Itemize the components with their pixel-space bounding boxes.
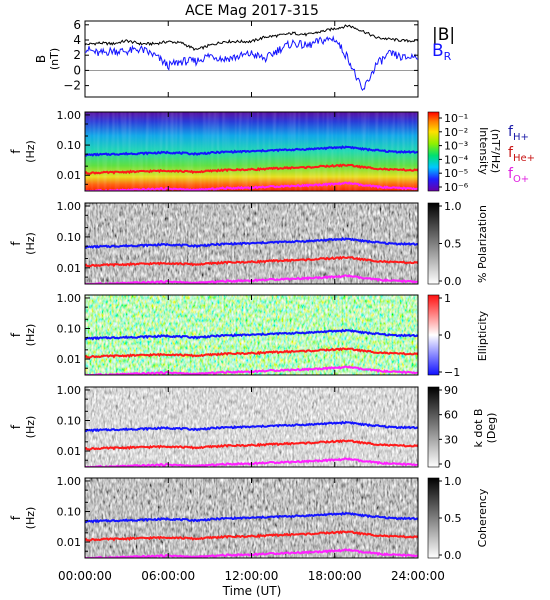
series-line-b-magnitude <box>85 24 418 52</box>
ylabel-f: f <box>9 241 23 246</box>
legend-b-radial: BR <box>432 41 452 63</box>
panel-wave-normal: 1.00 0.10 0.01 90 60 30 0 k dot B (Deg) <box>57 384 499 471</box>
colorbar-tick-label: 0.0 <box>444 275 462 288</box>
colorbar-tick-label: 90 <box>444 384 458 397</box>
colorbar-tick-label: 10⁻² <box>444 126 468 139</box>
colorbar-tick-label: 0.5 <box>444 238 462 251</box>
colorbar-label-coherency: Coherency <box>476 488 489 547</box>
ylabel-b: B <box>34 55 48 63</box>
ytick-label: 1.00 <box>57 200 82 213</box>
colorbar-tick-label: 30 <box>444 433 458 446</box>
ytick-label: 0.10 <box>57 231 82 244</box>
ytick-label: 1.00 <box>57 292 82 305</box>
yunit-hz: (Hz) <box>24 416 37 439</box>
ylabel-f: f <box>9 332 23 337</box>
colorbar-tick-label: 0 <box>444 458 451 471</box>
colorbar-label-kdotb: k dot B <box>472 409 485 448</box>
colorbar-label-polarization: % Polarization <box>476 205 489 283</box>
gyrofreq-h-line <box>85 511 418 524</box>
ytick-label: 1.00 <box>57 109 82 122</box>
ytick-label: 0.01 <box>57 262 82 275</box>
ylabel-f: f <box>9 424 23 429</box>
colorbar-unit-kdotb: (Deg) <box>485 413 498 444</box>
colorbar-tick-label: 10⁻⁶ <box>444 181 469 194</box>
colorbar-label-ellipticity: Ellipticity <box>476 310 489 361</box>
xtick-label: 06:00:00 <box>141 569 195 583</box>
ytick-label: 0.10 <box>57 139 82 152</box>
panel-coherency: 1.00 0.10 0.01 1.0 0.5 0.0 Coherency <box>57 475 490 562</box>
gyrofreq-he-line <box>85 530 418 542</box>
colorbar-tick-label: −1 <box>444 366 460 379</box>
gyrofreq-he-line <box>85 439 418 451</box>
yunit-hz: (Hz) <box>24 232 37 255</box>
colorbar-kdotb <box>427 386 440 468</box>
xtick-label: 12:00:00 <box>225 569 279 583</box>
ytick-label: 4 <box>73 33 81 47</box>
gyrofreq-h-line <box>85 328 418 341</box>
legend-b-magnitude: |B| <box>432 25 455 45</box>
legend-f-he: fHe+ <box>508 145 535 164</box>
ytick-label: 0.01 <box>57 353 82 366</box>
gyrofreq-he-line <box>85 255 418 268</box>
colorbar-unit-intensity: (nT²/Hz) <box>489 129 502 173</box>
legend-f-h: fH+ <box>508 124 529 143</box>
colorbar-tick-label: 60 <box>444 409 458 422</box>
colorbar-intensity <box>427 111 440 192</box>
ytick-label: 0.10 <box>57 414 82 427</box>
yunit-hz: (Hz) <box>24 324 37 347</box>
xaxis-label: Time (UT) <box>222 584 282 598</box>
plot-title: ACE Mag 2017-315 <box>185 3 319 19</box>
ytick-label: −2 <box>63 79 81 93</box>
colorbar-tick-label: 10⁻⁴ <box>444 153 469 166</box>
xtick-label: 00:00:00 <box>58 569 112 583</box>
x-axis: 00:00:00 06:00:00 12:00:00 18:00:00 24:00:00 <box>58 21 445 583</box>
colorbar-tick-label: 0.0 <box>444 549 462 562</box>
ytick-label: 0.10 <box>57 322 82 335</box>
ytick-label: 2 <box>73 48 81 62</box>
gyrofreq-he-line <box>85 347 418 359</box>
colorbar-tick-label: 1.0 <box>444 475 462 488</box>
ytick-label: 0.01 <box>57 169 82 182</box>
ytick-label: 0.01 <box>57 445 82 458</box>
panel-frame <box>84 20 419 98</box>
ytick-label: 1.00 <box>57 384 82 397</box>
xtick-label: 18:00:00 <box>308 569 362 583</box>
yunit-hz: (Hz) <box>24 140 37 163</box>
gyrofreq-he-line <box>85 163 418 175</box>
yunit-hz: (Hz) <box>24 507 37 530</box>
ylabel-f: f <box>9 515 23 520</box>
gyrofreq-h-line <box>85 420 418 433</box>
colorbar-tick-label: 1 <box>444 292 451 305</box>
colorbar-ellipticity <box>427 294 440 376</box>
panel-polarization: 1.00 0.10 0.01 1.0 0.5 0.0 % Polarization <box>57 200 490 288</box>
colorbar-coherency <box>427 477 440 559</box>
colorbar-tick-label: 0 <box>444 329 451 342</box>
ytick-label: 0 <box>73 63 81 77</box>
ytick-label: 0.01 <box>57 536 82 549</box>
colorbar-polarization <box>427 202 440 285</box>
ylabel-f: f <box>9 149 23 154</box>
colorbar-tick-label: 10⁻³ <box>444 140 468 153</box>
colorbar-tick-label: 10⁻¹ <box>444 112 468 125</box>
colorbar-tick-label: 10⁻⁵ <box>444 167 468 180</box>
yunit-b: (nT) <box>48 48 61 70</box>
colorbar-label-intensity: Intensity <box>477 127 490 175</box>
panel-ellipticity: 1.00 0.10 0.01 1 0 −1 Ellipticity <box>57 292 490 379</box>
ytick-label: 1.00 <box>57 475 82 488</box>
gyrofreq-h-line <box>85 145 418 157</box>
panel-power-spectrum: 1.00 0.10 0.01 10⁻¹10⁻²10⁻³10⁻⁴10⁻⁵10⁻⁶ In… <box>57 109 536 194</box>
legend-f-o: fO+ <box>508 166 529 185</box>
ytick-label: 6 <box>73 18 81 32</box>
colorbar-tick-label: 0.5 <box>444 512 462 525</box>
colorbar-tick-label: 1.0 <box>444 200 462 213</box>
gyrofreq-h-line <box>85 236 418 249</box>
ytick-label: 0.10 <box>57 505 82 518</box>
xtick-label: 24:00:00 <box>391 569 445 583</box>
series-line-b-radial <box>85 35 418 91</box>
